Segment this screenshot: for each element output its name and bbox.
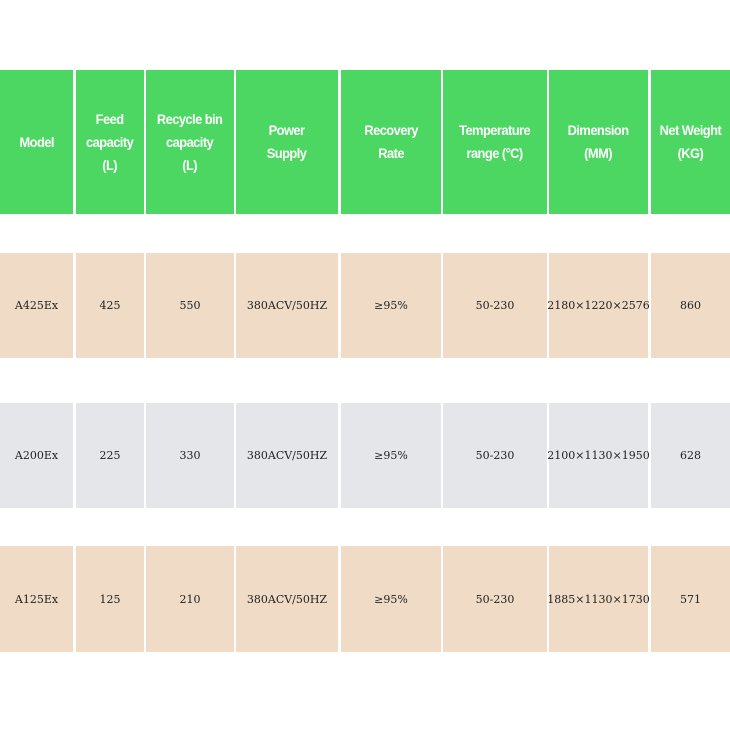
cell-net-weight: 571: [651, 546, 730, 652]
cell-dimension: 2180×1220×2576: [547, 253, 650, 358]
cell-recycle-capacity: 330: [146, 403, 234, 508]
header-dimension: Dimension (MM): [549, 70, 648, 214]
header-label: Net Weight (KG): [659, 122, 722, 161]
cell-recovery-rate: ≥95%: [341, 403, 441, 508]
header-feed-capacity: Feed capacity (L): [76, 70, 144, 214]
header-label: Dimension (MM): [568, 122, 629, 161]
cell-power-supply: 380ACV/50HZ: [236, 403, 338, 508]
cell-recovery-rate: ≥95%: [341, 253, 441, 358]
header-label: Recovery Rate: [364, 122, 418, 161]
cell-recycle-capacity: 550: [146, 253, 234, 358]
cell-temperature: 50-230: [443, 546, 547, 652]
header-net-weight: Net Weight (KG): [651, 70, 730, 214]
cell-dimension: 1885×1130×1730: [547, 546, 650, 652]
header-label: Temperature range (°C): [459, 122, 531, 161]
cell-temperature: 50-230: [443, 253, 547, 358]
cell-recovery-rate: ≥95%: [341, 546, 441, 652]
cell-recycle-capacity: 210: [146, 546, 234, 652]
cell-dimension: 2100×1130×1950: [547, 403, 650, 508]
cell-feed-capacity: 225: [76, 403, 144, 508]
cell-net-weight: 628: [651, 403, 730, 508]
header-label: Feed capacity (L): [86, 110, 134, 173]
cell-feed-capacity: 125: [76, 546, 144, 652]
header-power-supply: Power Supply: [236, 70, 338, 214]
header-label: Model: [19, 133, 54, 150]
header-recovery-rate: Recovery Rate: [341, 70, 441, 214]
cell-power-supply: 380ACV/50HZ: [236, 253, 338, 358]
header-temperature-range: Temperature range (°C): [443, 70, 547, 214]
header-label: Recycle bin capacity (L): [157, 110, 223, 173]
cell-model: A425Ex: [0, 253, 73, 358]
cell-temperature: 50-230: [443, 403, 547, 508]
cell-model: A200Ex: [0, 403, 73, 508]
header-model: Model: [0, 70, 73, 214]
header-recycle-bin-capacity: Recycle bin capacity (L): [146, 70, 234, 214]
cell-model: A125Ex: [0, 546, 73, 652]
cell-power-supply: 380ACV/50HZ: [236, 546, 338, 652]
cell-net-weight: 860: [651, 253, 730, 358]
cell-feed-capacity: 425: [76, 253, 144, 358]
header-label: Power Supply: [267, 122, 307, 161]
